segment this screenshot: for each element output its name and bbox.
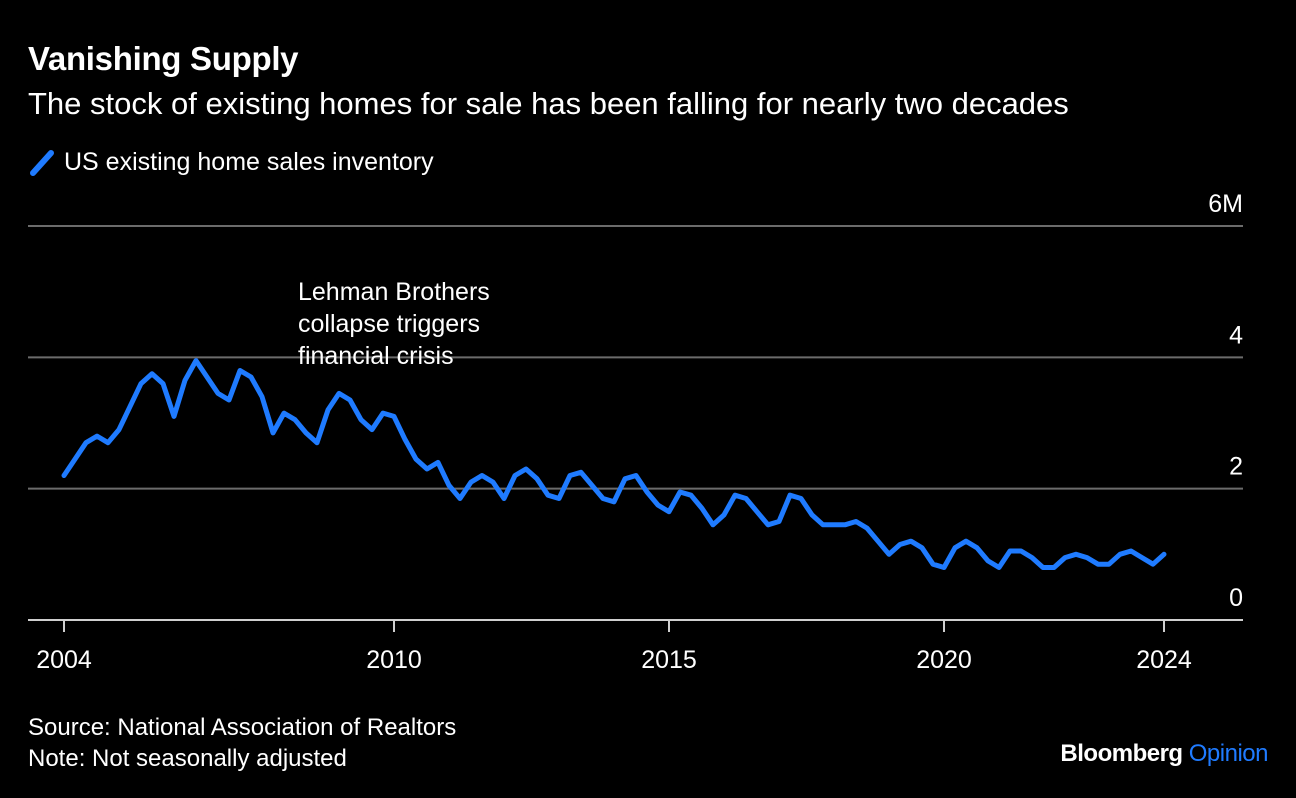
legend: US existing home sales inventory	[28, 148, 434, 177]
brand-accent: Opinion	[1188, 740, 1269, 767]
legend-label: US existing home sales inventory	[64, 148, 434, 176]
brand-logo: Bloomberg Opinion	[1060, 740, 1268, 768]
series-line-0	[61, 358, 1167, 570]
x-tick-label: 2020	[916, 646, 972, 674]
legend-swatch-icon	[30, 149, 54, 176]
annotation-line: collapse triggers	[298, 310, 480, 338]
x-tick-label: 2004	[36, 646, 92, 674]
y-tick-label: 0	[1229, 584, 1243, 612]
annotation-line: financial crisis	[298, 342, 454, 370]
footnote: Note: Not seasonally adjusted	[28, 745, 347, 772]
chart-subtitle: The stock of existing homes for sale has…	[28, 86, 1069, 121]
x-tick-label: 2010	[366, 646, 422, 674]
annotation-line: Lehman Brothers	[298, 278, 490, 306]
y-tick-label: 4	[1229, 321, 1243, 349]
y-tick-label: 6M	[1208, 190, 1243, 218]
chart-title: Vanishing Supply	[28, 40, 299, 77]
brand-main: Bloomberg	[1060, 740, 1183, 767]
x-tick-label: 2015	[641, 646, 697, 674]
source-note: Source: National Association of Realtors	[28, 714, 457, 741]
y-tick-label: 2	[1229, 453, 1243, 481]
x-tick-label: 2024	[1136, 646, 1192, 674]
